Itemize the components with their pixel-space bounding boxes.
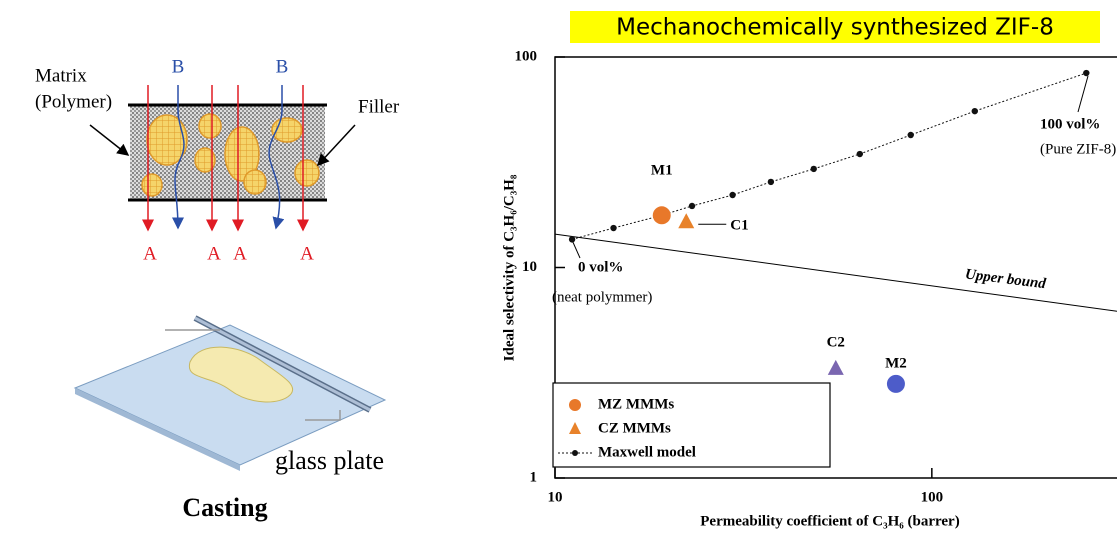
y-tick-label: 100 xyxy=(515,48,538,64)
maxwell-point xyxy=(768,179,774,185)
y-tick-label: 10 xyxy=(522,259,537,275)
maxwell-point xyxy=(908,132,914,138)
annotation: (Pure ZIF-8) xyxy=(1040,141,1116,157)
maxwell-point xyxy=(1083,70,1089,76)
point-label: M1 xyxy=(651,163,673,179)
a-label: A xyxy=(233,243,247,264)
matrix-label: Matrix xyxy=(35,65,87,86)
annotation: 0 vol% xyxy=(578,259,623,275)
polymer-label: (Polymer) xyxy=(35,91,112,112)
mz-point xyxy=(653,206,671,224)
point-label: M2 xyxy=(885,355,907,371)
legend-marker xyxy=(572,450,578,456)
upper-bound-label: Upper bound xyxy=(964,267,1047,293)
maxwell-line xyxy=(572,73,1086,239)
b-label: B xyxy=(276,56,289,77)
maxwell-point xyxy=(729,192,735,198)
b-label: B xyxy=(172,56,185,77)
legend-label: Maxwell model xyxy=(598,444,696,460)
annotation-leader xyxy=(572,240,580,258)
annotation: (neat polymmer) xyxy=(552,289,652,305)
legend-label: CZ MMMs xyxy=(598,420,671,436)
y-axis-label: Ideal selectivity of C₃H₆/C₃H₈ xyxy=(501,174,517,361)
cz-point xyxy=(678,213,694,228)
maxwell-point xyxy=(689,203,695,209)
a-label: A xyxy=(300,243,314,264)
maxwell-point xyxy=(610,225,616,231)
maxwell-point xyxy=(811,166,817,172)
filler-label: Filler xyxy=(358,96,400,117)
x-tick-label: 100 xyxy=(921,489,944,505)
legend-label: MZ MMMs xyxy=(598,396,674,412)
a-label: A xyxy=(143,243,157,264)
annotation: 100 vol% xyxy=(1040,116,1100,132)
caption: Casting xyxy=(182,493,267,522)
point-label: C2 xyxy=(827,334,845,350)
chart-title: Mechanochemically synthesized ZIF-8 xyxy=(616,15,1054,41)
plate-label: glass plate xyxy=(275,446,384,475)
a-label: A xyxy=(207,243,221,264)
legend-marker xyxy=(569,399,581,411)
maxwell-point xyxy=(857,151,863,157)
membrane-diagram: Matrix (Polymer) Filler B B A A A A xyxy=(35,56,400,264)
x-tick-label: 10 xyxy=(548,489,563,505)
y-tick-label: 1 xyxy=(530,469,538,485)
maxwell-point xyxy=(569,236,575,242)
mz-point xyxy=(887,375,905,393)
cz-point xyxy=(828,360,844,375)
maxwell-point xyxy=(972,108,978,114)
x-axis-label: Permeability coefficient of C₃H₆ (barrer… xyxy=(700,513,959,529)
casting-diagram: glass plate Casting xyxy=(75,318,385,522)
point-label: C1 xyxy=(730,218,748,234)
annotation-leader xyxy=(1078,76,1088,112)
page: Matrix (Polymer) Filler B B A A A A glas… xyxy=(0,0,1117,533)
